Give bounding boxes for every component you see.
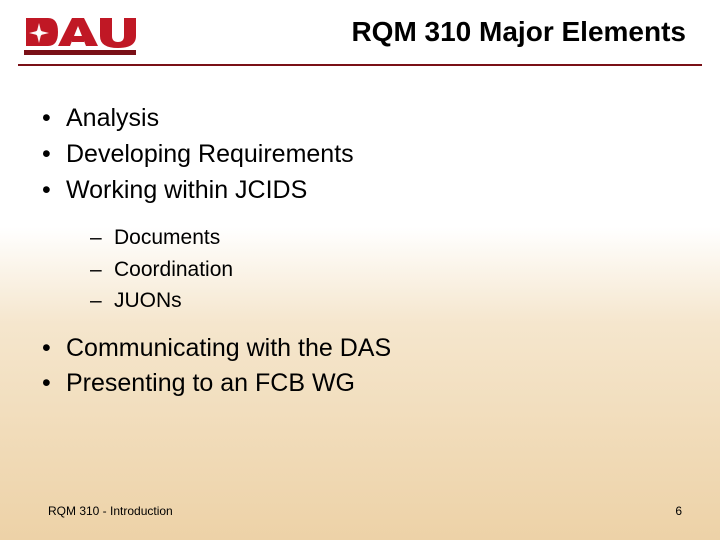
- slide-header: RQM 310 Major Elements: [0, 0, 720, 58]
- slide-title: RQM 310 Major Elements: [138, 14, 692, 48]
- sub-bullet-item: Coordination: [38, 255, 690, 285]
- dau-logo: [18, 14, 138, 58]
- bullet-item: Developing Requirements: [38, 138, 690, 172]
- bullet-item: Presenting to an FCB WG: [38, 367, 690, 401]
- footer-left: RQM 310 - Introduction: [48, 504, 173, 518]
- sub-bullet-item: Documents: [38, 223, 690, 253]
- bullet-item: Analysis: [38, 102, 690, 136]
- slide-number: 6: [675, 504, 682, 518]
- sub-bullet-item: JUONs: [38, 286, 690, 316]
- bullet-item: Communicating with the DAS: [38, 332, 690, 366]
- slide-content: Analysis Developing Requirements Working…: [0, 66, 720, 401]
- bullet-item: Working within JCIDS: [38, 174, 690, 208]
- slide-footer: RQM 310 - Introduction 6: [0, 504, 720, 518]
